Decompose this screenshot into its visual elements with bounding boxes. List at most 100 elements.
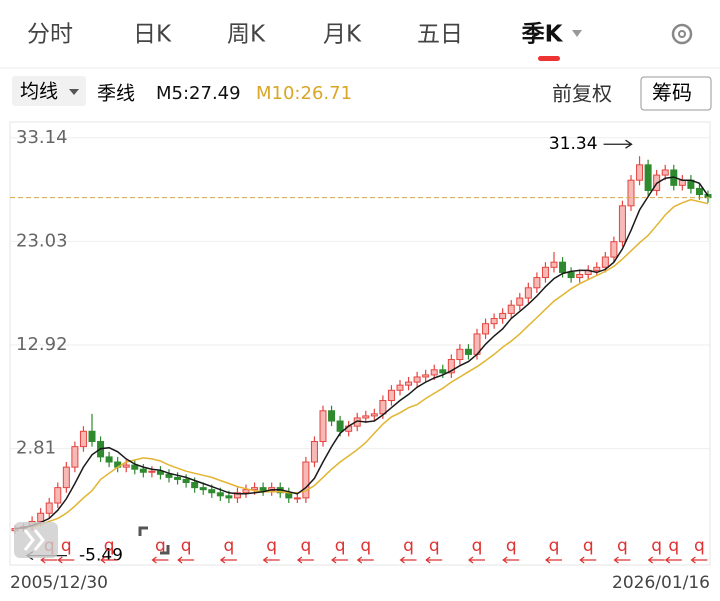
- candle-body: [422, 374, 430, 378]
- candle-body: [45, 502, 53, 514]
- event-marker[interactable]: q: [668, 536, 679, 556]
- event-arrow: [219, 556, 237, 564]
- candle-body: [242, 489, 250, 494]
- event-arrow: [579, 556, 597, 564]
- ma5-line: [14, 176, 709, 530]
- high-annotation: 31.34: [549, 134, 598, 154]
- candle-body: [251, 487, 259, 491]
- candle-body: [456, 348, 464, 361]
- event-marker[interactable]: q: [104, 536, 115, 556]
- candle-body: [464, 348, 472, 355]
- candle-body: [233, 492, 241, 499]
- candle-body: [131, 464, 139, 470]
- settings-icon[interactable]: [671, 23, 693, 45]
- y-tick-label: 33.14: [16, 127, 68, 148]
- event-marker[interactable]: q: [429, 536, 440, 556]
- candle-body: [610, 241, 618, 258]
- event-marker[interactable]: q: [549, 536, 560, 556]
- event-marker[interactable]: q: [223, 536, 234, 556]
- candle-body: [225, 495, 233, 499]
- tab[interactable]: 月K: [323, 22, 362, 48]
- event-marker[interactable]: q: [335, 536, 346, 556]
- event-marker[interactable]: q: [266, 536, 277, 556]
- tab[interactable]: 周K: [227, 22, 266, 48]
- ma10-line: [14, 198, 709, 530]
- candle-body: [370, 413, 378, 417]
- candle-body: [216, 492, 224, 497]
- candle-body: [122, 464, 130, 468]
- candle-body: [618, 205, 626, 243]
- candle-body: [396, 384, 404, 391]
- candle-body: [661, 169, 669, 176]
- event-arrow: [100, 556, 118, 564]
- event-arrow: [690, 556, 708, 564]
- candle-body: [71, 446, 79, 468]
- candle-body: [37, 512, 45, 522]
- adjust-button[interactable]: 前复权: [552, 82, 612, 106]
- event-marker[interactable]: q: [61, 536, 72, 556]
- candle-body: [533, 277, 541, 289]
- candle-body: [524, 287, 532, 299]
- candle-body: [62, 466, 70, 489]
- candle-body: [627, 179, 635, 207]
- low-annotation: -5.49: [79, 546, 123, 566]
- candle-body: [559, 261, 567, 273]
- event-arrow: [399, 556, 417, 564]
- event-arrow: [296, 556, 314, 564]
- candle-body: [447, 359, 455, 374]
- event-marker[interactable]: q: [506, 536, 517, 556]
- event-marker[interactable]: q: [300, 536, 311, 556]
- candle-body: [156, 470, 164, 475]
- tab[interactable]: 季K: [522, 22, 564, 48]
- event-marker[interactable]: q: [694, 536, 705, 556]
- event-marker[interactable]: q: [181, 536, 192, 556]
- candle-body: [182, 478, 190, 484]
- candle-body: [576, 273, 584, 279]
- candle-body: [482, 323, 490, 335]
- candle-body: [319, 410, 327, 443]
- collapse-icon: [23, 529, 45, 551]
- event-arrow: [57, 556, 75, 564]
- event-marker[interactable]: q: [403, 536, 414, 556]
- chips-button[interactable]: [640, 76, 712, 111]
- event-marker[interactable]: q: [651, 536, 662, 556]
- event-marker[interactable]: q: [583, 536, 594, 556]
- candle-body: [362, 415, 370, 419]
- event-arrow: [151, 556, 169, 564]
- candle-body: [105, 456, 113, 463]
- settings-icon-core: [678, 30, 686, 38]
- collapse-button[interactable]: [14, 522, 58, 558]
- tab[interactable]: 分时: [27, 22, 73, 48]
- candle-body: [302, 461, 310, 499]
- candle-body: [88, 430, 96, 443]
- event-marker[interactable]: q: [155, 536, 166, 556]
- event-marker[interactable]: q: [360, 536, 371, 556]
- candle-body: [199, 487, 207, 491]
- candle-body: [413, 376, 421, 383]
- event-marker[interactable]: q: [472, 536, 483, 556]
- y-tick-label: 2.81: [16, 438, 56, 459]
- ma-select[interactable]: [12, 76, 86, 106]
- high-arrow: [603, 139, 633, 149]
- event-arrow: [502, 556, 520, 564]
- tab-dropdown: [572, 30, 582, 37]
- tab-bar: 分时 日K 周K 月K 五日 季K: [27, 22, 582, 61]
- candle-body: [191, 482, 199, 489]
- fullscreen-icon[interactable]: [138, 526, 170, 555]
- candle-body: [208, 489, 216, 494]
- event-arrow: [356, 556, 374, 564]
- period-label: 季线: [97, 83, 135, 105]
- candle-body: [644, 164, 652, 191]
- active-indicator: [538, 56, 560, 61]
- event-arrow: [613, 556, 631, 564]
- tab[interactable]: 日K: [133, 22, 172, 48]
- dropdown-arrow: [69, 89, 79, 95]
- event-marker[interactable]: q: [617, 536, 628, 556]
- x-start-label: 2005/12/30: [10, 573, 108, 593]
- event-arrow: [468, 556, 485, 564]
- candle-body: [310, 441, 318, 463]
- tab[interactable]: 五日: [417, 22, 463, 48]
